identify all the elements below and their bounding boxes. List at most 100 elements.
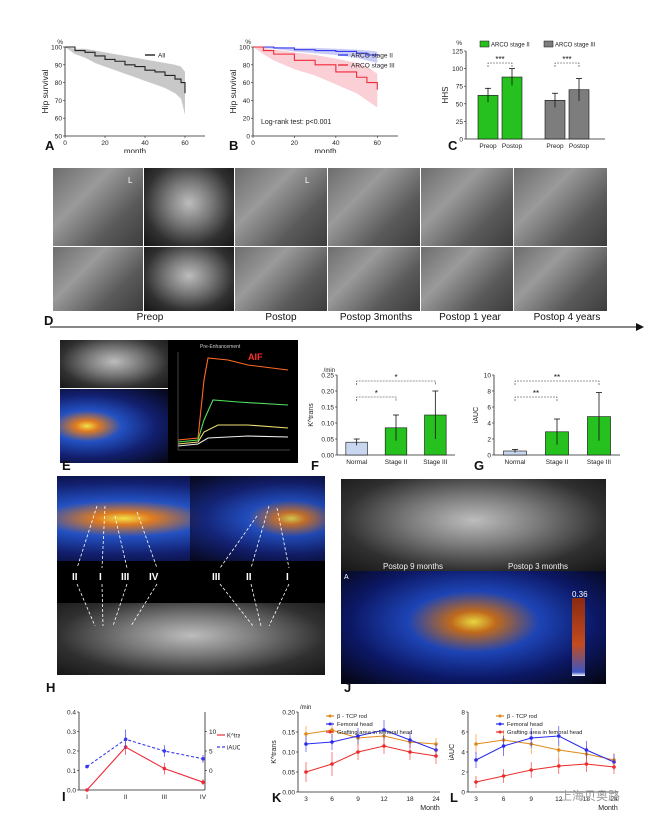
series-line <box>305 729 437 745</box>
y-tick-label: 50 <box>456 101 464 108</box>
enhancement-curve <box>177 424 289 445</box>
scale-max-label: 0.36 <box>572 590 588 599</box>
xray-image <box>421 168 513 246</box>
legend-marker <box>498 714 502 718</box>
timepoint-label: Postop 3 months <box>508 562 569 571</box>
data-point <box>330 728 334 732</box>
timeline-label: Postop <box>265 312 297 323</box>
y-tick-label: 0.20 <box>321 389 334 396</box>
y-axis-label: K^trans <box>271 740 278 764</box>
x-tick-label: Postop <box>502 143 523 150</box>
x-axis-label: Month <box>598 805 618 812</box>
y-unit-label: % <box>57 39 63 46</box>
legend-swatch <box>543 40 554 48</box>
legend-marker <box>328 722 332 726</box>
legend-label: Femoral head <box>337 722 373 728</box>
legend-label: β - TCP rod <box>337 714 367 720</box>
x-tick-label: 24 <box>610 796 618 803</box>
xray-image <box>514 247 607 311</box>
chart-hhs-bars: 0 25 50 75 100 125 HHS% Preop Postop Preop Postop *… <box>441 40 605 150</box>
y-tick-label: 100 <box>239 45 250 52</box>
data-point <box>529 736 533 740</box>
y-axis-label: Hip survival <box>40 69 50 113</box>
x-tick-label: 60 <box>181 140 189 147</box>
x-tick-label: 24 <box>432 796 440 803</box>
data-point <box>501 774 506 778</box>
x-tick-label: 9 <box>356 796 360 803</box>
series-line <box>305 729 437 751</box>
x-tick-label: 20 <box>291 140 299 147</box>
y-tick-label: 125 <box>452 49 463 56</box>
chart-ktrans-bars: 0.00 0.05 0.10 0.15 0.20 0.25 K^trans/min Norma… <box>308 368 455 466</box>
data-point <box>304 770 308 774</box>
data-point <box>584 762 589 766</box>
y2-tick-label: 5 <box>209 749 213 756</box>
x-tick-label: 3 <box>474 796 478 803</box>
panel-label-i: I <box>62 789 66 804</box>
y-tick-label: 0.15 <box>282 730 295 737</box>
x-tick-label: 18 <box>583 796 591 803</box>
y-unit-label: % <box>245 39 251 46</box>
side-marker: L <box>305 176 310 185</box>
x-tick-label: Normal <box>346 459 368 466</box>
y-tick-label: 100 <box>51 45 62 52</box>
panel-label-h: H <box>46 680 56 695</box>
y-tick-label: 25 <box>456 119 464 126</box>
x-tick-label: IV <box>200 794 207 801</box>
significance-bracket <box>514 380 600 385</box>
legend-marker <box>328 730 332 734</box>
legend-marker <box>498 730 502 734</box>
xray-image <box>144 168 234 246</box>
legend-label: All <box>158 53 166 60</box>
side-marker: L <box>128 176 133 185</box>
x-tick-label: Postop <box>569 143 590 150</box>
data-point <box>612 765 616 769</box>
x-tick-label: 0 <box>63 140 67 147</box>
xray-image <box>53 247 143 311</box>
data-point <box>201 757 205 761</box>
x-tick-label: 12 <box>380 796 388 803</box>
timepoint-label: Postop 9 months <box>383 562 444 571</box>
confidence-band <box>65 47 185 115</box>
enhancement-curve <box>177 357 289 441</box>
x-tick-label: II <box>124 794 128 801</box>
y-unit-label: /min <box>300 705 311 711</box>
y-tick-label: 0.3 <box>67 729 76 736</box>
xray-image <box>235 247 327 311</box>
data-point <box>408 750 412 754</box>
x-axis-label: Month <box>420 805 440 812</box>
x-tick-label: 60 <box>374 140 382 147</box>
x-tick-label: 12 <box>555 796 563 803</box>
legend-label: ARCO stage II <box>351 53 393 60</box>
panel-label-f: F <box>311 458 319 473</box>
y-tick-label: 4 <box>487 421 491 428</box>
y-tick-label: 60 <box>243 80 251 87</box>
panel-label-a: A <box>45 138 55 153</box>
y2-tick-label: 0 <box>209 768 213 775</box>
chart-hip-survival-by-stage: 0 20 40 60 80 100 0 20 40 60 month Hip survival% ARC… <box>228 39 398 153</box>
data-point <box>434 754 438 758</box>
data-point <box>356 750 360 754</box>
y-tick-label: 0.15 <box>321 405 334 412</box>
corner-marker: A <box>344 574 349 581</box>
data-point <box>330 740 334 744</box>
data-point <box>584 748 589 752</box>
xray-image <box>328 247 420 311</box>
xray-image <box>328 168 420 246</box>
timeline-label: Postop 4 years <box>533 312 601 323</box>
y-tick-label: 0 <box>461 790 465 797</box>
chart-hip-survival-all: 50 60 70 80 90 100 0 20 40 60 month Hip survival% Al… <box>40 39 205 153</box>
perfusion-map-j <box>341 571 606 684</box>
data-point <box>85 788 89 792</box>
y2-tick-label: 10 <box>209 729 217 736</box>
x-axis-label: month <box>314 147 336 153</box>
chart-iauc-bars: 0 2 4 6 8 10 iAUC Normal Stage II Stage III ** ** <box>473 373 620 466</box>
chart-ktrans-over-time: 0.00 0.05 0.10 0.15 0.20 K^trans/min 3 6 9 12 18 24… <box>271 705 440 812</box>
y-tick-label: 0.10 <box>321 421 334 428</box>
stat-annotation: Log-rank test: p<0.001 <box>261 119 331 126</box>
x-tick-label: Preop <box>546 143 564 150</box>
data-point <box>304 732 308 736</box>
y-axis-label: HHS <box>441 87 450 104</box>
panel-label-b: B <box>229 138 239 153</box>
